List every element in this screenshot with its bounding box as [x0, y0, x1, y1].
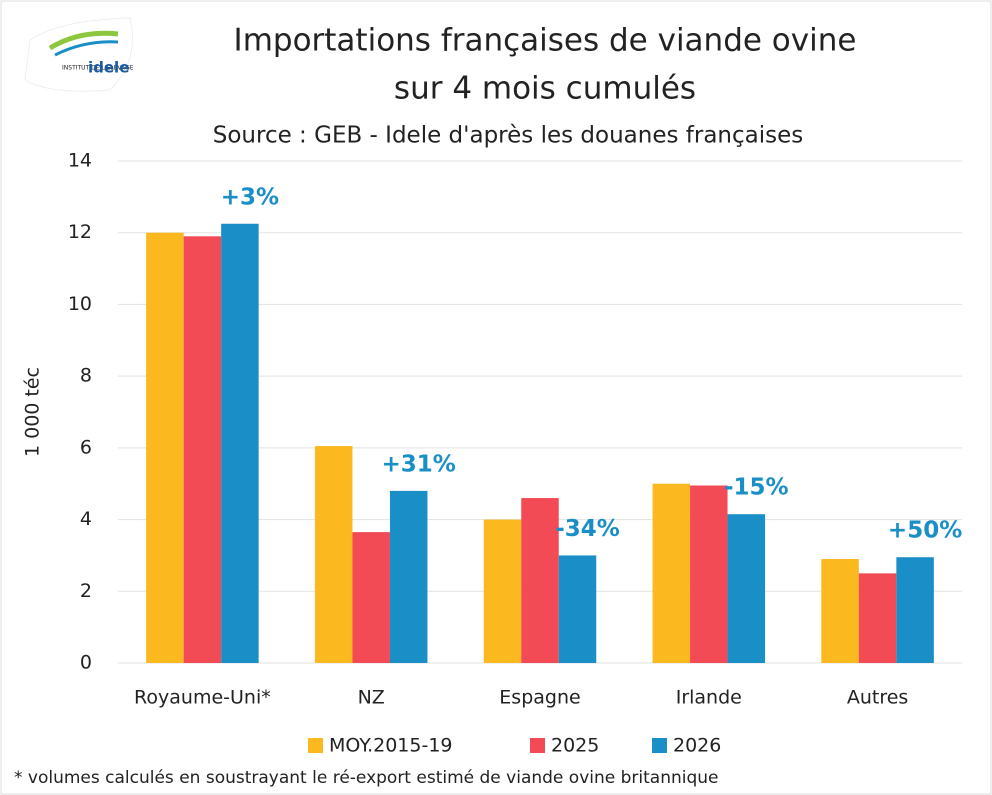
y-tick-label: 10: [68, 293, 92, 315]
y-axis-label: 1 000 téc: [22, 367, 44, 457]
y-tick-label: 0: [80, 652, 92, 674]
bar: [221, 223, 259, 663]
x-tick-label: Irlande: [676, 687, 742, 709]
legend-label: MOY.2015-19: [329, 735, 453, 757]
logo: INSTITUT DE L'ÉLEVAGE idele: [24, 17, 134, 92]
annotation: +31%: [382, 451, 456, 477]
chart-title: sur 4 mois cumulés: [394, 71, 696, 107]
bar: [352, 532, 390, 663]
x-tick-label: Autres: [847, 687, 908, 709]
y-tick-label: 12: [68, 221, 92, 243]
annotation: -34%: [555, 516, 620, 542]
bar: [558, 555, 597, 663]
chart-title: Importations françaises de viande ovine: [234, 23, 857, 59]
bar: [389, 490, 428, 663]
legend-swatch: [652, 738, 667, 753]
legend-swatch: [308, 738, 323, 753]
x-tick-label: Royaume-Uni*: [134, 687, 271, 709]
legend-label: 2025: [551, 735, 599, 757]
annotation: -15%: [724, 475, 789, 501]
logo-name: idele: [88, 59, 129, 77]
y-tick-label: 14: [68, 150, 92, 172]
bar: [652, 483, 691, 663]
y-tick-label: 4: [80, 508, 92, 530]
bar: [821, 559, 859, 663]
bar: [896, 557, 934, 663]
bar: [146, 232, 184, 663]
x-tick-label: Espagne: [499, 687, 580, 709]
annotation: +3%: [221, 184, 279, 210]
x-tick-label: NZ: [358, 687, 385, 709]
bar: [483, 519, 522, 663]
y-tick-label: 6: [80, 436, 92, 458]
bar: [314, 446, 353, 663]
legend-swatch: [530, 738, 545, 753]
y-tick-label: 8: [80, 365, 92, 387]
footnote: * volumes calculés en soustrayant le ré-…: [14, 768, 719, 788]
bar: [858, 573, 897, 663]
bar: [690, 485, 728, 663]
y-tick-label: 2: [80, 580, 92, 602]
bar: [521, 498, 559, 663]
bar: [727, 514, 766, 663]
chart-subtitle: Source : GEB - Idele d'après les douanes…: [213, 123, 804, 149]
logo-institute: INSTITUT DE L'ÉLEVAGE: [62, 64, 134, 72]
legend-label: 2026: [673, 735, 721, 757]
annotation: +50%: [888, 518, 962, 544]
bar: [183, 236, 222, 664]
